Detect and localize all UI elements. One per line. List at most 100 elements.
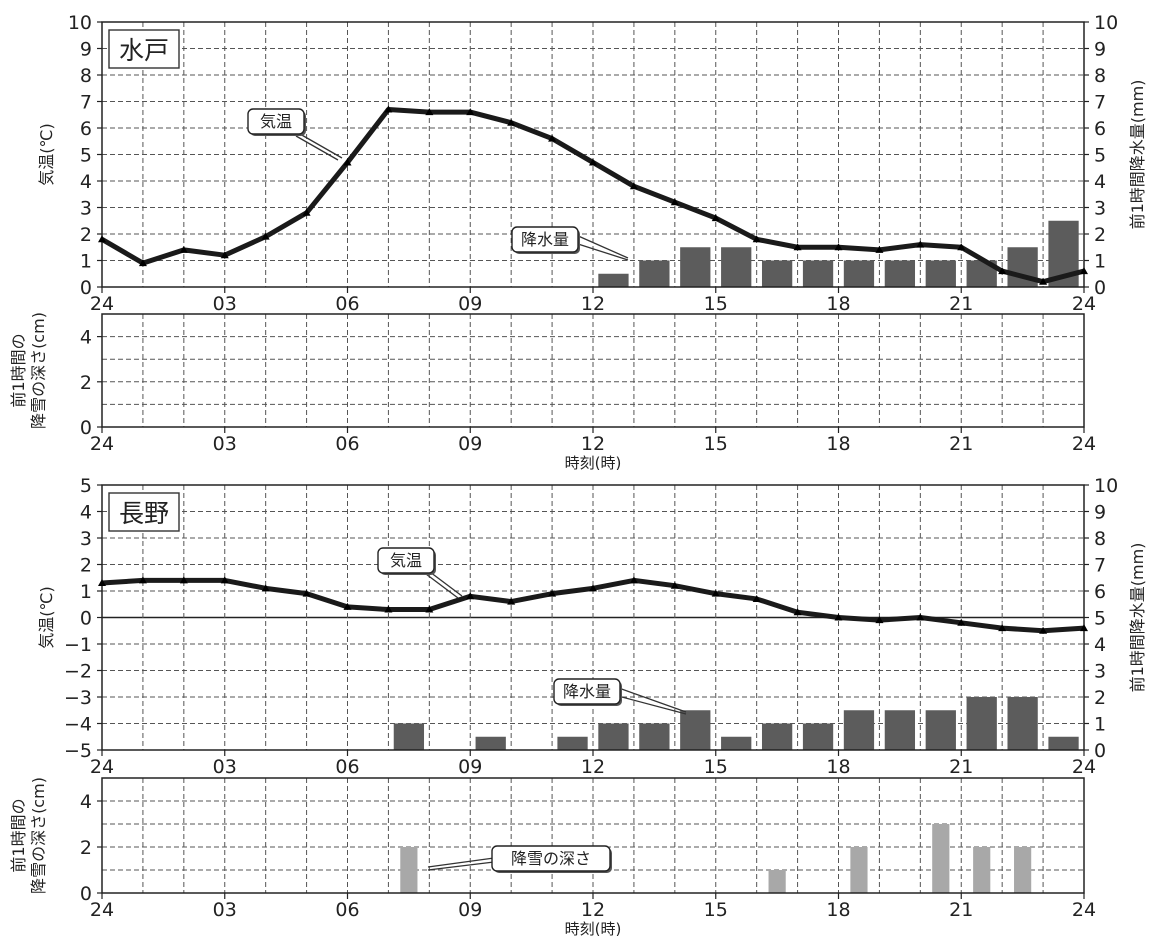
temperature-point (1039, 626, 1048, 634)
mito-temp-callout-box (247, 108, 305, 135)
right-tick-label: 6 (1094, 118, 1106, 140)
left-tick-label: 0 (80, 608, 92, 630)
x-tick-label: 18 (826, 433, 850, 455)
temperature-point (629, 576, 638, 584)
precip-bar (925, 710, 956, 750)
precip-bar (802, 723, 834, 750)
precip-bar (721, 736, 752, 750)
snowfall-bar (973, 847, 991, 893)
x-tick-label: 09 (458, 756, 482, 778)
x-tick-label: 18 (826, 899, 850, 921)
snowfall-callout-leader (427, 857, 495, 868)
temperature-point (98, 235, 106, 243)
temperature-point (711, 214, 720, 222)
temperature-point (1080, 624, 1088, 632)
temperature-point (793, 608, 802, 616)
station-label-box (108, 29, 180, 69)
temperature-point (179, 576, 188, 584)
snowfall-bar (400, 847, 418, 893)
precip-bar (761, 260, 793, 287)
left-tick-label: −2 (64, 661, 92, 683)
x-tick-label: 24 (1072, 433, 1096, 455)
temperature-point (998, 267, 1007, 275)
precipitation-axis-label: 前1時間降水量(mm) (1128, 543, 1147, 693)
mito-temp-callout-text: 気温 (260, 112, 292, 131)
left-tick-label: 6 (80, 118, 92, 140)
mito-precip-callout-box (511, 226, 579, 253)
precip-bar (884, 260, 916, 287)
left-tick-label: 9 (80, 39, 92, 61)
snowfall-bar (768, 870, 786, 893)
left-tick-label: 0 (80, 417, 92, 439)
temperature-point (793, 243, 802, 251)
x-tick-label: 09 (458, 433, 482, 455)
left-tick-label: 3 (80, 198, 92, 220)
temperature-point (302, 589, 311, 597)
x-tick-label: 06 (335, 756, 359, 778)
left-tick-label: 0 (80, 277, 92, 299)
right-tick-label: 10 (1094, 475, 1118, 497)
x-tick-label: 12 (581, 756, 605, 778)
temperature-axis-label: 気温(℃) (37, 123, 56, 185)
left-tick-label: 2 (80, 224, 92, 246)
temperature-point (179, 245, 188, 253)
x-tick-label: 15 (704, 756, 728, 778)
right-tick-label: 9 (1094, 502, 1106, 524)
temperature-point (998, 624, 1007, 632)
left-tick-label: 2 (80, 837, 92, 859)
x-tick-label: 12 (581, 433, 605, 455)
right-tick-label: 10 (1094, 12, 1118, 34)
snowfall-axis-label-line1: 前1時間の (9, 798, 28, 872)
left-tick-label: 10 (68, 12, 92, 34)
temperature-point (834, 613, 843, 621)
left-tick-label: 3 (80, 528, 92, 550)
x-tick-label: 09 (458, 293, 482, 315)
nagano-precip-callout-text: 降水量 (563, 682, 611, 701)
temperature-point (670, 198, 679, 206)
left-tick-label: 2 (80, 555, 92, 577)
x-tick-label: 21 (949, 756, 973, 778)
right-tick-label: 0 (1094, 740, 1106, 762)
left-tick-label: 4 (80, 171, 92, 193)
x-tick-label: 24 (90, 433, 114, 455)
left-tick-label: 1 (80, 251, 92, 273)
right-tick-label: 7 (1094, 92, 1106, 114)
temperature-point (466, 592, 475, 600)
right-tick-label: 1 (1094, 714, 1106, 736)
station-label-box (108, 492, 180, 532)
temperature-point (302, 208, 311, 216)
temperature-point (957, 618, 966, 626)
x-tick-label: 24 (1072, 899, 1096, 921)
temperature-point (343, 158, 352, 166)
x-tick-label: 24 (90, 756, 114, 778)
temperature-point (957, 243, 966, 251)
x-axis-label: 時刻(時) (565, 920, 622, 938)
x-tick-label: 03 (213, 293, 237, 315)
precip-bar (598, 723, 629, 750)
temperature-point (752, 594, 761, 602)
temperature-point (138, 576, 147, 584)
precip-bar (802, 260, 834, 287)
temperature-point (220, 576, 229, 584)
precip-bar (761, 723, 793, 750)
temperature-point (875, 245, 884, 253)
x-tick-label: 21 (949, 433, 973, 455)
precip-bar (598, 273, 629, 287)
temperature-point (916, 613, 925, 621)
x-axis-label: 時刻(時) (565, 454, 622, 472)
x-tick-label: 09 (458, 899, 482, 921)
mito-precip-callout-text: 降水量 (521, 230, 569, 249)
precip-bar (680, 710, 711, 750)
right-tick-label: 8 (1094, 65, 1106, 87)
temperature-point (1039, 277, 1048, 285)
nagano-temp-callout-box (377, 547, 435, 574)
temperature-point (343, 602, 352, 610)
snowfall-bar (932, 824, 950, 893)
left-tick-label: 2 (80, 372, 92, 394)
right-tick-label: 6 (1094, 581, 1106, 603)
precip-bar (884, 710, 916, 750)
nagano-precip-callout-leader (615, 686, 687, 713)
